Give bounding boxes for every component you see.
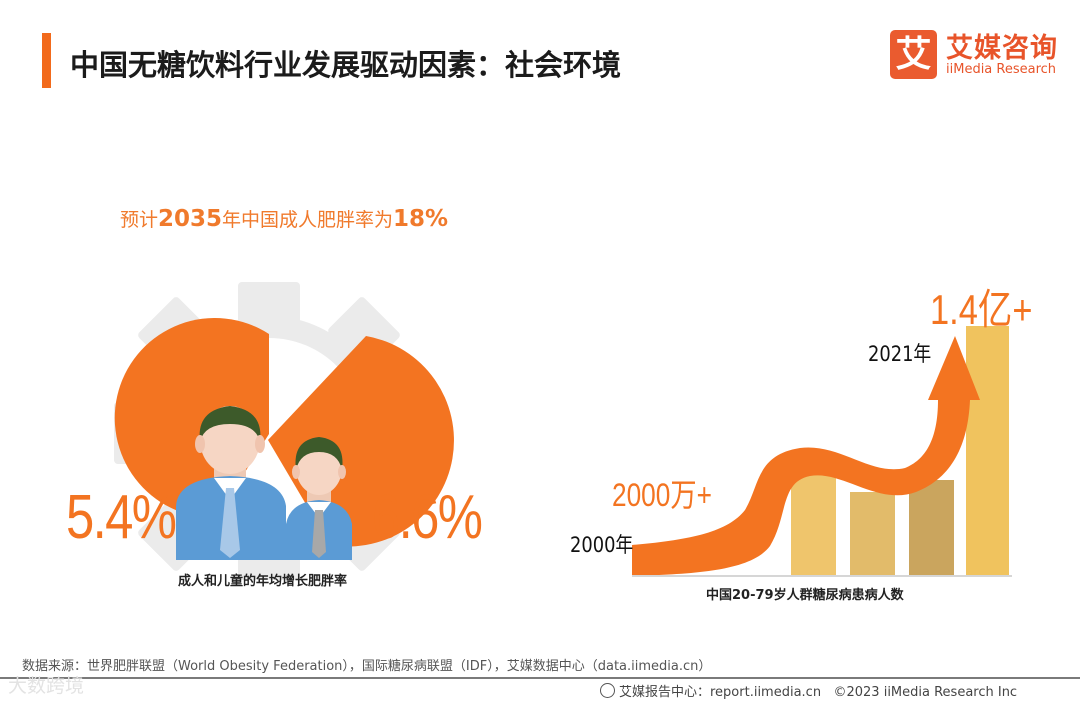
globe-icon bbox=[600, 683, 615, 698]
child-obesity-rate: 6.6% bbox=[372, 483, 483, 552]
logo-mark: 艾 bbox=[890, 30, 937, 79]
obesity-title-prefix: 预计 bbox=[120, 209, 159, 231]
data-source: 数据来源：世界肥胖联盟（World Obesity Federation），国际… bbox=[22, 659, 712, 674]
diabetes-end-value: 1.4亿+ bbox=[930, 286, 1033, 333]
obesity-forecast-title: 预计2035年中国成人肥胖率为18% bbox=[120, 205, 448, 232]
diabetes-start-year: 2000年 bbox=[570, 533, 634, 557]
report-center-link[interactable]: 艾媒报告中心：report.iimedia.cn bbox=[619, 685, 822, 700]
growth-arrow-icon bbox=[632, 336, 980, 576]
diabetes-start-value: 2000万+ bbox=[612, 477, 712, 513]
title-accent-bar bbox=[42, 33, 51, 88]
child-person-icon bbox=[286, 437, 352, 560]
logo-name-en: iiMedia Research bbox=[946, 62, 1057, 77]
adult-obesity-rate: 5.4% bbox=[66, 483, 177, 552]
footer-info: 艾媒报告中心：report.iimedia.cn ©2023 iiMedia R… bbox=[600, 681, 1017, 700]
obesity-title-year: 2035 bbox=[158, 206, 223, 232]
diabetes-end-year: 2021年 bbox=[868, 342, 932, 366]
logo-name-cn: 艾媒咨询 bbox=[946, 33, 1058, 64]
diabetes-bar-1 bbox=[791, 470, 836, 575]
adult-person-icon bbox=[176, 406, 286, 560]
diabetes-caption: 中国20-79岁人群糖尿病患病人数 bbox=[706, 588, 904, 603]
copyright: ©2023 iiMedia Research Inc bbox=[833, 685, 1018, 700]
diabetes-bar-3 bbox=[909, 480, 954, 575]
watermark: 大数跨境 bbox=[8, 675, 85, 697]
obesity-title-mid: 年中国成人肥胖率为 bbox=[222, 209, 394, 231]
obesity-caption: 成人和儿童的年均增长肥胖率 bbox=[178, 574, 348, 589]
diabetes-bar-2 bbox=[850, 492, 895, 575]
page-title: 中国无糖饮料行业发展驱动因素：社会环境 bbox=[70, 48, 622, 82]
obesity-title-value: 18% bbox=[393, 206, 449, 232]
diabetes-bar-4 bbox=[966, 326, 1009, 575]
footer-divider bbox=[0, 677, 1080, 679]
